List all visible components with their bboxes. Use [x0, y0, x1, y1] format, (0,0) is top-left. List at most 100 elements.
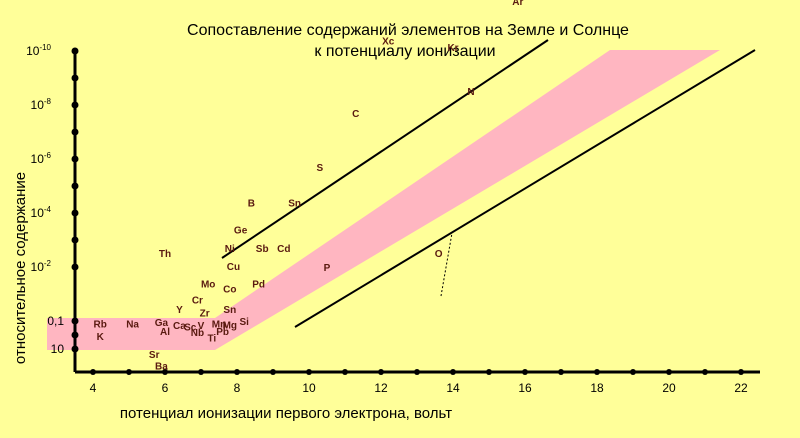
element-point-label: Pb: [216, 327, 229, 338]
y-tick-base: 10: [26, 44, 40, 58]
element-point-label: Y: [176, 305, 183, 316]
element-point-label: Sn: [288, 198, 301, 209]
x-minor-tick-mark: [486, 369, 492, 375]
y-tick-label: 10: [51, 342, 65, 356]
element-point-label: Mg: [223, 321, 237, 332]
pink-band: [47, 50, 720, 350]
x-tick-label: 4: [90, 381, 97, 395]
element-point-label: Ni: [225, 244, 235, 255]
y-tick-exponent: -4: [44, 205, 52, 214]
element-point-label: Cr: [192, 296, 203, 307]
y-tick-base: 10: [51, 342, 65, 356]
x-minor-tick-mark: [342, 369, 348, 375]
element-point-label: Ga: [155, 318, 169, 329]
x-tick-label: 12: [374, 381, 388, 395]
element-point-label: Pd: [252, 279, 265, 290]
y-tick-mark: [71, 345, 79, 353]
boundary-lines: [221, 39, 756, 328]
x-minor-tick-mark: [630, 369, 636, 375]
element-point-label: P: [324, 263, 331, 274]
element-point-label: Co: [223, 284, 236, 295]
chart-title: Сопоставление содержаний элементов на Зе…: [187, 22, 629, 39]
element-point-label: Xc: [382, 36, 395, 47]
chart-subtitle: к потенциалу ионизации: [314, 43, 495, 60]
element-point-label: Nb: [191, 328, 204, 339]
x-minor-tick-mark: [558, 369, 564, 375]
y-tick-mark: [71, 209, 79, 217]
y-tick-base: 10: [31, 98, 45, 112]
y-minor-tick-mark: [71, 236, 79, 244]
x-tick-mark: [522, 369, 528, 375]
element-point-label: Si: [239, 317, 249, 328]
element-point-label: Sn: [223, 305, 236, 316]
element-point-label: Kr: [447, 43, 458, 54]
x-minor-tick-mark: [702, 369, 708, 375]
x-minor-tick-mark: [270, 369, 276, 375]
x-tick-label: 8: [234, 381, 241, 395]
upper-boundary-line: [221, 39, 549, 259]
y-tick-base: 10: [31, 260, 45, 274]
y-tick-base: 10: [31, 206, 45, 220]
x-minor-tick-mark: [414, 369, 420, 375]
y-tick-mark: [71, 155, 79, 163]
x-tick-label: 20: [662, 381, 676, 395]
band-layer: [47, 50, 720, 350]
element-point-label: Zr: [200, 309, 210, 320]
element-point-label: Sr: [149, 350, 160, 361]
y-tick-exponent: -2: [44, 259, 52, 268]
x-tick-mark: [738, 369, 744, 375]
x-minor-tick-mark: [198, 369, 204, 375]
element-point-label: Al: [160, 327, 170, 338]
element-point-label: B: [248, 198, 255, 209]
element-point-label: Sb: [256, 244, 269, 255]
element-point-label: Mo: [201, 279, 215, 290]
x-minor-tick-mark: [126, 369, 132, 375]
x-tick-mark: [162, 369, 168, 375]
oxygen-leader-line: [440, 232, 453, 297]
x-tick-label: 10: [302, 381, 316, 395]
element-point-label: Cu: [227, 262, 240, 273]
y-tick-mark: [71, 317, 79, 325]
y-tick-label: 0,1: [47, 314, 64, 328]
element-point-label: S: [316, 163, 323, 174]
x-ticks: 4 6 8 10 12 14 16 18 20 22: [90, 369, 748, 395]
y-tick-mark: [71, 263, 79, 271]
y-tick-label: 10-8: [31, 97, 52, 112]
x-axis-title: потенциал ионизации первого электрона, в…: [120, 405, 452, 422]
y-minor-tick-mark: [71, 182, 79, 190]
element-point-label: Cd: [277, 244, 290, 255]
element-point-label: V: [198, 321, 205, 332]
y-tick-label: 10-4: [31, 205, 52, 220]
lower-boundary-line: [294, 49, 756, 328]
y-tick-exponent: -8: [44, 97, 52, 106]
element-point-label: Ti: [207, 333, 216, 344]
x-tick-mark: [234, 369, 240, 375]
y-tick-base: 0,1: [47, 314, 64, 328]
element-point-label: Ca: [173, 321, 186, 332]
y-minor-tick-mark: [71, 331, 79, 339]
y-axis-title: относительное содержание: [12, 172, 29, 364]
element-point-label: Ar: [512, 0, 523, 8]
element-point-label: N: [467, 87, 474, 98]
x-tick-label: 22: [734, 381, 748, 395]
x-tick-label: 14: [446, 381, 460, 395]
y-tick-label: 10-10: [26, 43, 51, 58]
y-ticks: 100,110-210-410-610-810-10: [26, 43, 79, 356]
element-point-label: Sc: [184, 323, 197, 334]
element-point-label: Ba: [155, 361, 168, 372]
element-point-label: Rb: [94, 319, 107, 330]
x-tick-label: 18: [590, 381, 604, 395]
x-tick-mark: [594, 369, 600, 375]
element-point-label: Ge: [234, 225, 248, 236]
y-tick-mark: [71, 101, 79, 109]
y-tick-exponent: -10: [39, 43, 51, 52]
x-tick-mark: [450, 369, 456, 375]
y-minor-tick-mark: [71, 128, 79, 136]
x-tick-mark: [666, 369, 672, 375]
y-tick-label: 10-2: [31, 259, 52, 274]
element-point-label: C: [352, 109, 359, 120]
y-tick-label: 10-6: [31, 151, 52, 166]
